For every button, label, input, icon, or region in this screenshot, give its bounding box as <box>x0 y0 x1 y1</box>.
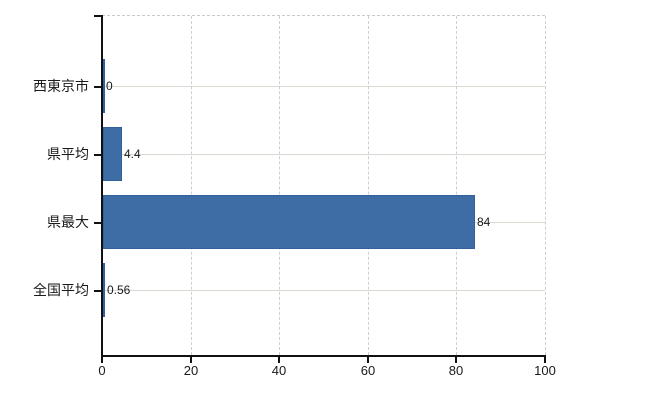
y-axis-tick <box>94 222 101 224</box>
plot-top-border <box>102 15 545 16</box>
gridline-vertical <box>279 16 280 355</box>
value-label: 84 <box>477 215 491 229</box>
x-tick-label: 0 <box>98 363 106 378</box>
x-axis-tick <box>455 357 457 363</box>
x-axis-line <box>101 355 546 357</box>
y-axis-tick <box>94 15 101 17</box>
x-axis-tick <box>367 357 369 363</box>
gridline-vertical <box>368 16 369 355</box>
x-axis-tick <box>544 357 546 363</box>
category-label: 県最大 <box>47 214 89 230</box>
gridline-horizontal <box>103 154 545 155</box>
bar <box>103 195 475 249</box>
gridline-vertical <box>456 16 457 355</box>
x-axis-tick <box>278 357 280 363</box>
y-axis-tick <box>94 154 101 156</box>
x-axis-tick <box>101 357 103 363</box>
x-tick-label: 60 <box>360 363 376 378</box>
x-tick-label: 40 <box>271 363 287 378</box>
gridline-vertical <box>191 16 192 355</box>
x-tick-label: 80 <box>448 363 464 378</box>
category-label: 全国平均 <box>33 282 89 298</box>
gridline-horizontal <box>103 86 545 87</box>
value-label: 0 <box>106 79 113 93</box>
x-axis-tick <box>190 357 192 363</box>
value-label: 4.4 <box>124 147 141 161</box>
x-tick-label: 100 <box>534 363 556 378</box>
y-axis-line <box>101 15 103 356</box>
category-label: 県平均 <box>47 146 89 162</box>
bar <box>103 59 105 113</box>
value-label: 0.56 <box>107 283 131 297</box>
gridline-horizontal <box>103 290 545 291</box>
y-axis-tick <box>94 290 101 292</box>
category-label: 西東京市 <box>33 78 89 94</box>
gridline-vertical <box>545 16 546 355</box>
bar <box>103 127 122 181</box>
x-tick-label: 20 <box>183 363 199 378</box>
bar <box>103 263 105 317</box>
y-axis-tick <box>94 86 101 88</box>
